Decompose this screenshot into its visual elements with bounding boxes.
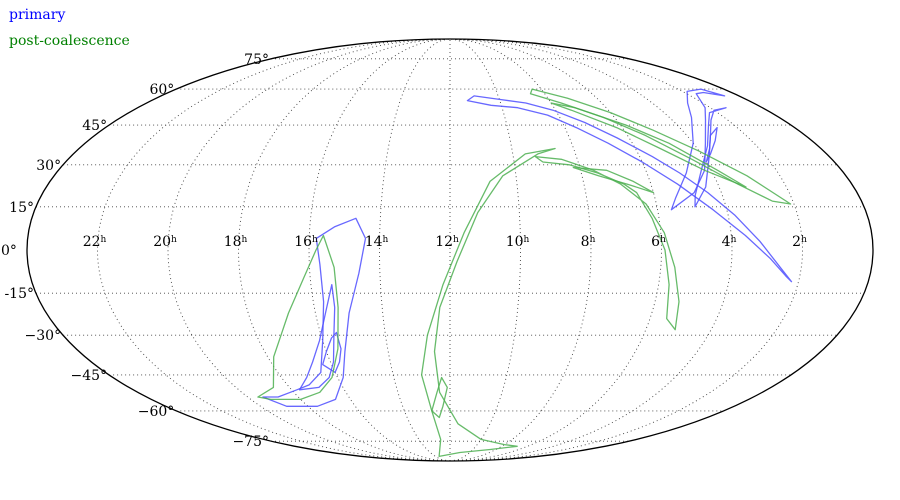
- primary-contour-5: [262, 217, 367, 407]
- legend-entry-post-coalescence: post-coalescence: [9, 33, 130, 49]
- dec-tick-15: 15°: [9, 200, 34, 216]
- dec-tick--60: −60°: [138, 404, 175, 420]
- meridian-4h: [449, 38, 733, 462]
- meridian-14h: [379, 38, 451, 462]
- sky-boundary: [26, 38, 874, 462]
- dec-tick-30: 30°: [36, 158, 61, 174]
- dec-tick--30: −30°: [25, 328, 62, 344]
- primary-contour-7: [322, 331, 342, 374]
- post-coalescence-contour-2: [550, 102, 747, 188]
- post-coalescence-contour-5: [420, 147, 556, 458]
- post-coalescence-contour-6: [431, 376, 448, 419]
- ra-tick-12h: 12h: [435, 234, 459, 250]
- meridian-10h: [449, 38, 521, 462]
- ra-tick-14h: 14h: [365, 234, 389, 250]
- ra-tick-4h: 4h: [722, 234, 737, 250]
- ra-tick-18h: 18h: [224, 234, 248, 250]
- dec-tick-45: 45°: [82, 118, 107, 134]
- meridian-16h: [308, 38, 451, 462]
- post-coalescence-contour-4: [572, 166, 655, 194]
- primary-contour-3: [705, 126, 718, 163]
- ra-tick-22h: 22h: [83, 234, 107, 250]
- dec-tick-60: 60°: [149, 82, 174, 98]
- dec-tick-0: 0°: [1, 243, 17, 259]
- legend: primary post-coalescence: [9, 2, 130, 54]
- meridian-20h: [167, 38, 451, 462]
- contours: [257, 88, 793, 458]
- dec-tick--15: -15°: [4, 286, 34, 302]
- primary-contour-1: [670, 88, 726, 211]
- primary-contour-2: [694, 107, 727, 208]
- dec-tick--75: −75°: [232, 434, 269, 450]
- ra-tick-16h: 16h: [294, 234, 318, 250]
- meridian-18h: [238, 38, 451, 462]
- tick-labels: 22h 20h 18h 16h 14h 12h 10h 8h 6h 4h 2h75°60°45°30…: [1, 52, 807, 450]
- ra-tick-8h: 8h: [581, 234, 596, 250]
- dec-tick-75: 75°: [244, 52, 269, 68]
- post-coalescence-contour-1: [529, 88, 792, 205]
- ra-tick-10h: 10h: [506, 234, 530, 250]
- post-coalescence-contour-7: [257, 234, 339, 401]
- primary-contour-4: [466, 95, 793, 283]
- legend-entry-primary: primary: [9, 7, 66, 23]
- graticule: [36, 38, 864, 462]
- post-coalescence-contour-3: [534, 155, 680, 331]
- primary-contour-6: [298, 283, 336, 391]
- meridian-6h: [449, 38, 662, 462]
- meridian-2h: [449, 38, 803, 462]
- meridian-22h: [97, 38, 451, 462]
- ra-tick-2h: 2h: [792, 234, 807, 250]
- ra-tick-20h: 20h: [153, 234, 177, 250]
- dec-tick--45: −45°: [71, 368, 108, 384]
